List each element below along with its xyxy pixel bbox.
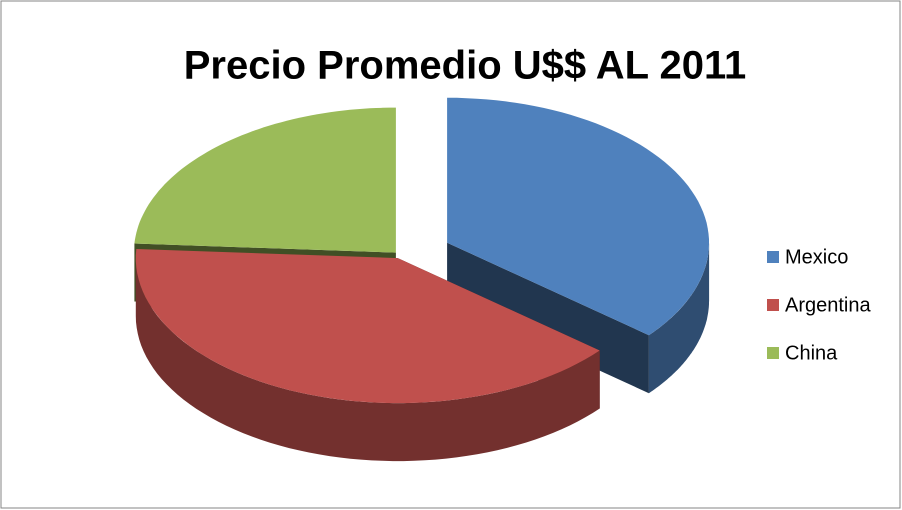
chart-title: Precio Promedio U$$ AL 2011 bbox=[184, 44, 746, 88]
slice bbox=[134, 107, 396, 253]
slice bbox=[447, 97, 709, 336]
slice bbox=[135, 249, 600, 404]
slice-side bbox=[648, 242, 710, 394]
legend-swatch bbox=[767, 347, 779, 359]
legend-swatch bbox=[767, 251, 779, 263]
legend-swatch bbox=[767, 299, 779, 311]
slice-side bbox=[135, 258, 600, 462]
legend-label: China bbox=[785, 342, 838, 364]
legend-label: Argentina bbox=[785, 294, 871, 316]
legend-label: Mexico bbox=[785, 246, 848, 268]
